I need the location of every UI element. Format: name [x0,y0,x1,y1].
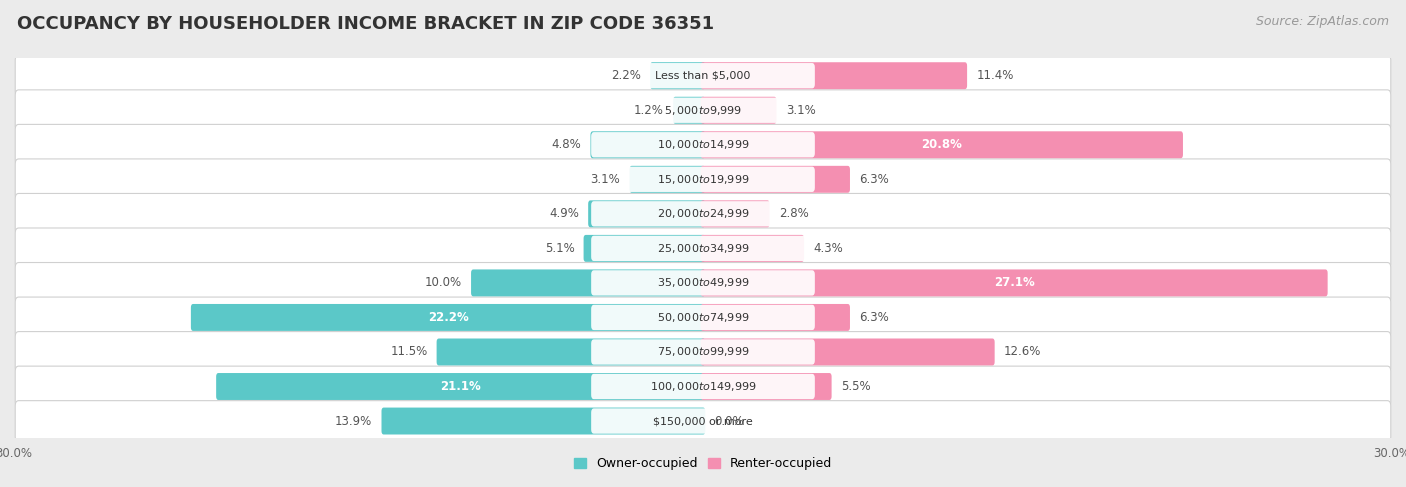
FancyBboxPatch shape [583,235,706,262]
Text: 2.2%: 2.2% [612,69,641,82]
FancyBboxPatch shape [700,304,851,331]
FancyBboxPatch shape [591,339,815,365]
FancyBboxPatch shape [630,166,706,193]
Legend: Owner-occupied, Renter-occupied: Owner-occupied, Renter-occupied [574,457,832,470]
FancyBboxPatch shape [15,366,1391,407]
FancyBboxPatch shape [591,167,815,192]
FancyBboxPatch shape [15,193,1391,234]
FancyBboxPatch shape [591,374,815,399]
FancyBboxPatch shape [700,269,1327,297]
Text: 22.2%: 22.2% [427,311,468,324]
FancyBboxPatch shape [15,262,1391,303]
Text: Source: ZipAtlas.com: Source: ZipAtlas.com [1256,15,1389,28]
FancyBboxPatch shape [591,97,815,123]
Text: $25,000 to $34,999: $25,000 to $34,999 [657,242,749,255]
Text: 11.5%: 11.5% [391,345,427,358]
FancyBboxPatch shape [650,62,706,89]
FancyBboxPatch shape [437,338,706,365]
Text: 4.3%: 4.3% [813,242,844,255]
FancyBboxPatch shape [15,124,1391,165]
Text: $50,000 to $74,999: $50,000 to $74,999 [657,311,749,324]
FancyBboxPatch shape [15,159,1391,200]
Text: Less than $5,000: Less than $5,000 [655,71,751,81]
Text: 13.9%: 13.9% [335,414,373,428]
FancyBboxPatch shape [673,97,706,124]
FancyBboxPatch shape [591,270,815,296]
Text: 20.8%: 20.8% [921,138,962,151]
Text: $100,000 to $149,999: $100,000 to $149,999 [650,380,756,393]
FancyBboxPatch shape [591,63,815,88]
Text: 27.1%: 27.1% [994,277,1035,289]
FancyBboxPatch shape [700,373,831,400]
FancyBboxPatch shape [15,56,1391,96]
FancyBboxPatch shape [191,304,706,331]
Text: $75,000 to $99,999: $75,000 to $99,999 [657,345,749,358]
FancyBboxPatch shape [591,409,815,434]
Text: 12.6%: 12.6% [1004,345,1042,358]
FancyBboxPatch shape [591,201,815,226]
Text: 5.5%: 5.5% [841,380,870,393]
FancyBboxPatch shape [700,338,994,365]
FancyBboxPatch shape [591,236,815,261]
Text: 4.9%: 4.9% [550,207,579,220]
Text: 3.1%: 3.1% [786,104,815,117]
FancyBboxPatch shape [700,131,1182,158]
FancyBboxPatch shape [471,269,706,297]
Text: 30.0%: 30.0% [1374,447,1406,460]
FancyBboxPatch shape [700,200,769,227]
Text: 6.3%: 6.3% [859,311,889,324]
FancyBboxPatch shape [15,297,1391,338]
FancyBboxPatch shape [15,332,1391,373]
FancyBboxPatch shape [700,97,776,124]
Text: $15,000 to $19,999: $15,000 to $19,999 [657,173,749,186]
Text: $35,000 to $49,999: $35,000 to $49,999 [657,277,749,289]
FancyBboxPatch shape [700,166,851,193]
FancyBboxPatch shape [15,90,1391,131]
Text: 10.0%: 10.0% [425,277,461,289]
Text: 11.4%: 11.4% [976,69,1014,82]
Text: 21.1%: 21.1% [440,380,481,393]
Text: 5.1%: 5.1% [544,242,575,255]
Text: 6.3%: 6.3% [859,173,889,186]
FancyBboxPatch shape [15,401,1391,441]
FancyBboxPatch shape [591,132,815,157]
Text: 4.8%: 4.8% [551,138,581,151]
FancyBboxPatch shape [217,373,706,400]
FancyBboxPatch shape [588,200,706,227]
Text: 30.0%: 30.0% [0,447,32,460]
FancyBboxPatch shape [15,228,1391,269]
FancyBboxPatch shape [381,408,706,434]
FancyBboxPatch shape [591,131,706,158]
Text: OCCUPANCY BY HOUSEHOLDER INCOME BRACKET IN ZIP CODE 36351: OCCUPANCY BY HOUSEHOLDER INCOME BRACKET … [17,15,714,33]
Text: 2.8%: 2.8% [779,207,808,220]
FancyBboxPatch shape [700,235,804,262]
Text: 0.0%: 0.0% [714,414,744,428]
Text: $5,000 to $9,999: $5,000 to $9,999 [664,104,742,117]
Text: $150,000 or more: $150,000 or more [654,416,752,426]
Text: $20,000 to $24,999: $20,000 to $24,999 [657,207,749,220]
Text: $10,000 to $14,999: $10,000 to $14,999 [657,138,749,151]
FancyBboxPatch shape [591,305,815,330]
FancyBboxPatch shape [700,62,967,89]
Text: 1.2%: 1.2% [634,104,664,117]
Text: 3.1%: 3.1% [591,173,620,186]
